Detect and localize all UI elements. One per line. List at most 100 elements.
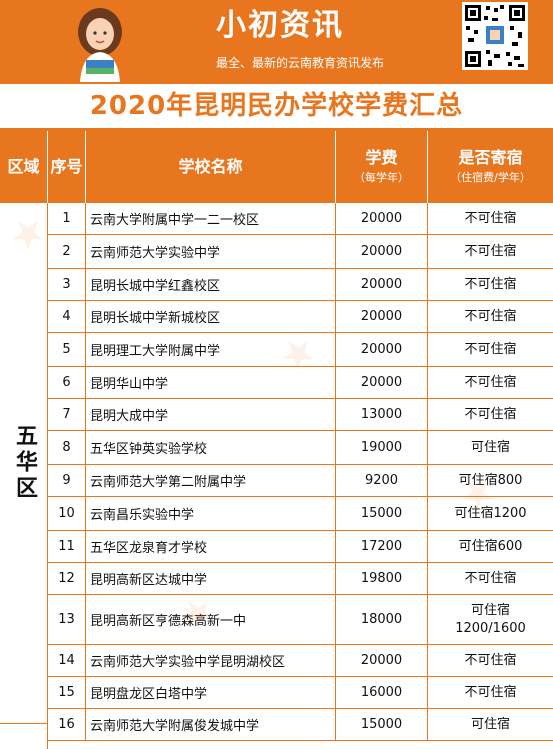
- tuition-fee: 19000: [336, 431, 428, 464]
- tuition-fee: 13000: [336, 399, 428, 430]
- tuition-fee: 20000: [336, 301, 428, 332]
- brand-slogan: 最全、最新的云南教育资讯发布: [215, 56, 384, 70]
- school-name: 昆明理工大学附属中学: [86, 333, 336, 366]
- header-banner: 小初资讯 最全、最新的云南教育资讯发布: [0, 0, 553, 84]
- table-row: 6 昆明华山中学 20000 不可住宿: [48, 367, 553, 399]
- table-row: 16 云南师范大学附属俊发城中学 15000 可住宿: [48, 709, 553, 741]
- boarding-info: 可住宿: [428, 709, 553, 740]
- header-fee: 学费 （每学年）: [336, 131, 428, 203]
- board-text: 不可住宿: [464, 374, 517, 390]
- boarding-info: 不可住宿: [428, 235, 553, 268]
- row-number: 11: [48, 531, 86, 562]
- school-name: 昆明盘龙区白塔中学: [86, 677, 336, 708]
- qr-code-icon[interactable]: [462, 2, 528, 70]
- row-number: 8: [48, 431, 86, 464]
- tuition-fee: 20000: [336, 645, 428, 676]
- tuition-fee: 15000: [336, 709, 428, 740]
- board-text: 可住宿: [470, 716, 510, 732]
- row-number: 14: [48, 645, 86, 676]
- header-region: 区域: [0, 131, 48, 203]
- boarding-info: 不可住宿: [428, 563, 553, 594]
- school-name: 五华区龙泉育才学校: [86, 531, 336, 562]
- board-text: 不可住宿: [464, 341, 517, 357]
- row-number: 3: [48, 269, 86, 300]
- board-text: 不可住宿: [464, 684, 517, 700]
- board-text: 可住宿: [470, 439, 510, 455]
- tuition-fee: 20000: [336, 333, 428, 366]
- row-number: 5: [48, 333, 86, 366]
- board-text: 可住宿600: [458, 538, 523, 554]
- boarding-info: 可住宿600: [428, 531, 553, 562]
- table-row: 14 云南师范大学实验中学昆明湖校区 20000 不可住宿: [48, 645, 553, 677]
- table-row: 2 云南师范大学实验中学 20000 不可住宿: [48, 235, 553, 269]
- boarding-info: 可住宿1200: [428, 497, 553, 530]
- school-name: 云南师范大学实验中学昆明湖校区: [86, 645, 336, 676]
- boarding-info: 不可住宿: [428, 333, 553, 366]
- board-text: 不可住宿: [464, 276, 517, 292]
- board-text: 不可住宿: [464, 308, 517, 324]
- school-name: 云南昌乐实验中学: [86, 497, 336, 530]
- school-name: 云南师范大学附属俊发城中学: [86, 709, 336, 740]
- title-bar: 2020年昆明民办学校学费汇总: [0, 84, 553, 131]
- table-row: 10 云南昌乐实验中学 15000 可住宿1200: [48, 497, 553, 531]
- boarding-info: 不可住宿: [428, 677, 553, 708]
- header-no: 序号: [48, 131, 86, 203]
- row-number: 9: [48, 465, 86, 496]
- school-name: 昆明长城中学红鑫校区: [86, 269, 336, 300]
- table-row: 13 昆明高新区亨德森高新一中 18000 可住宿 1200/1600: [48, 595, 553, 645]
- boarding-info: 不可住宿: [428, 367, 553, 398]
- tuition-fee: 17200: [336, 531, 428, 562]
- row-number: 4: [48, 301, 86, 332]
- header-name: 学校名称: [86, 131, 336, 203]
- boarding-info: 不可住宿: [428, 301, 553, 332]
- row-number: 6: [48, 367, 86, 398]
- board-text: 可住宿800: [458, 472, 523, 488]
- table-row: 3 昆明长城中学红鑫校区 20000 不可住宿: [48, 269, 553, 301]
- tuition-fee: 18000: [336, 595, 428, 644]
- brand-name: 小初资讯: [216, 8, 344, 43]
- tuition-fee: 15000: [336, 497, 428, 530]
- board-line: 可住宿: [470, 602, 510, 618]
- region-label: 五华区: [12, 424, 37, 502]
- table-row: 1 云南大学附属中学一二一校区 20000 不可住宿: [48, 203, 553, 235]
- header-board: 是否寄宿 （住宿费/学年）: [450, 148, 531, 184]
- school-name: 昆明高新区亨德森高新一中: [86, 595, 336, 644]
- tuition-fee: 19800: [336, 563, 428, 594]
- boarding-info: 不可住宿: [428, 203, 553, 234]
- board-line-2: 1200/1600: [455, 620, 526, 636]
- school-name: 昆明华山中学: [86, 367, 336, 398]
- row-number: 15: [48, 677, 86, 708]
- school-name: 昆明大成中学: [86, 399, 336, 430]
- tuition-fee: 20000: [336, 367, 428, 398]
- school-name: 昆明高新区达城中学: [86, 563, 336, 594]
- boarding-info: 不可住宿: [428, 645, 553, 676]
- table-row: 7 昆明大成中学 13000 不可住宿: [48, 399, 553, 431]
- school-name: 昆明长城中学新城校区: [86, 301, 336, 332]
- row-number: 13: [48, 595, 86, 644]
- boarding-info: 可住宿: [428, 431, 553, 464]
- table-row: 8 五华区钟英实验学校 19000 可住宿: [48, 431, 553, 465]
- table-row: 5 昆明理工大学附属中学 20000 不可住宿: [48, 333, 553, 367]
- school-name: 云南师范大学实验中学: [86, 235, 336, 268]
- board-text: 不可住宿: [464, 210, 517, 226]
- tuition-fee: 20000: [336, 235, 428, 268]
- board-text: 不可住宿: [464, 243, 517, 259]
- boarding-info: 可住宿 1200/1600: [428, 595, 553, 644]
- table-header: 区域 序号 学校名称 学费 （每学年） 是否寄宿 （住宿费/学年）: [0, 131, 553, 203]
- table-row: 4 昆明长城中学新城校区 20000 不可住宿: [48, 301, 553, 333]
- boarding-info: 不可住宿: [428, 399, 553, 430]
- row-number: 16: [48, 709, 86, 740]
- tuition-fee: 9200: [336, 465, 428, 496]
- board-text: 不可住宿: [464, 652, 517, 668]
- school-name: 云南师范大学第二附属中学: [86, 465, 336, 496]
- school-name: 五华区钟英实验学校: [86, 431, 336, 464]
- table-row: 9 云南师范大学第二附属中学 9200 可住宿800: [48, 465, 553, 497]
- row-number: 10: [48, 497, 86, 530]
- region-column: 五华区: [0, 203, 48, 749]
- row-number: 1: [48, 203, 86, 234]
- teacher-avatar-icon: [78, 8, 122, 82]
- board-text: 可住宿1200: [454, 505, 527, 521]
- boarding-info: 不可住宿: [428, 269, 553, 300]
- board-text: 不可住宿: [464, 406, 517, 422]
